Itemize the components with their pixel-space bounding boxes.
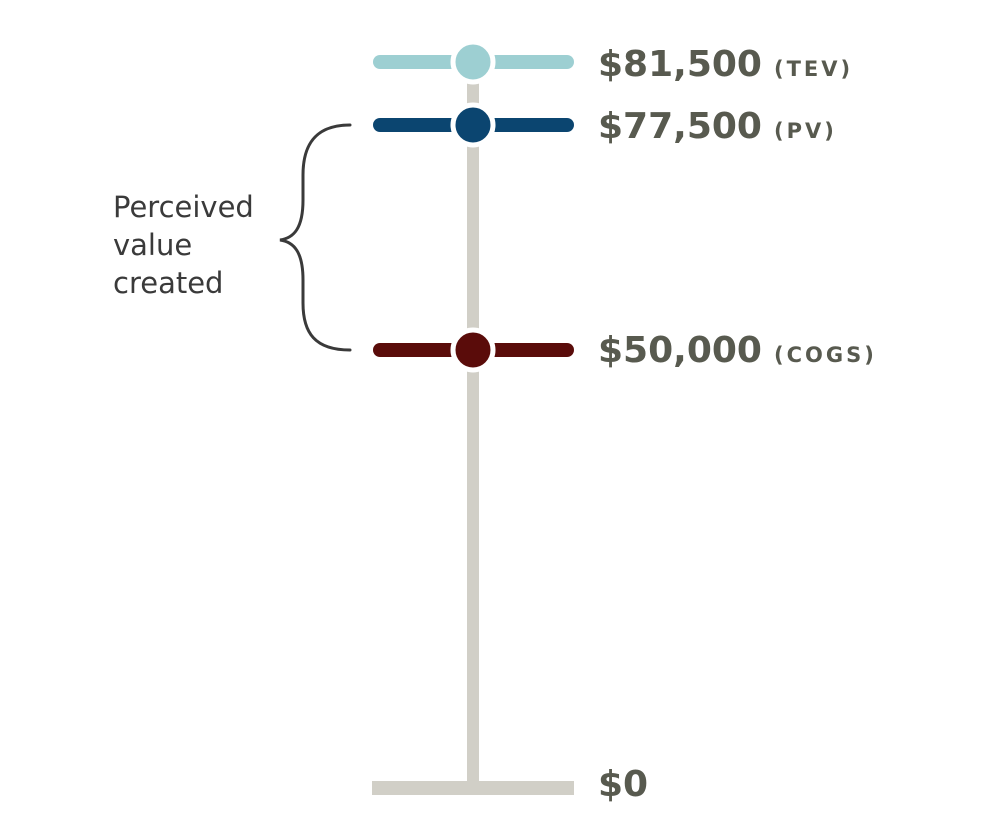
label-cogs-code: (COGS) <box>774 343 877 367</box>
label-cogs: $50,000 (COGS) <box>598 330 877 371</box>
level-cogs <box>373 327 574 373</box>
label-pv: $77,500 (PV) <box>598 106 837 147</box>
label-tev-value: $81,500 <box>598 44 762 85</box>
label-pv-value: $77,500 <box>598 106 762 147</box>
level-pv-marker <box>450 102 496 148</box>
base-bar <box>372 781 574 795</box>
label-tev: $81,500 (TEV) <box>598 44 853 85</box>
annotation-line-2: value <box>113 228 192 262</box>
annotation-line-3: created <box>113 266 223 300</box>
curly-brace <box>279 123 352 352</box>
label-zero-value: $0 <box>598 764 648 805</box>
level-tev-marker <box>450 39 496 85</box>
annotation-line-1: Perceived <box>113 190 254 224</box>
level-cogs-marker <box>450 327 496 373</box>
label-zero: $0 <box>598 764 648 805</box>
label-cogs-value: $50,000 <box>598 330 762 371</box>
vertical-axis <box>467 70 479 786</box>
level-tev <box>373 39 574 85</box>
label-tev-code: (TEV) <box>774 57 853 81</box>
level-pv <box>373 102 574 148</box>
label-pv-code: (PV) <box>774 119 837 143</box>
